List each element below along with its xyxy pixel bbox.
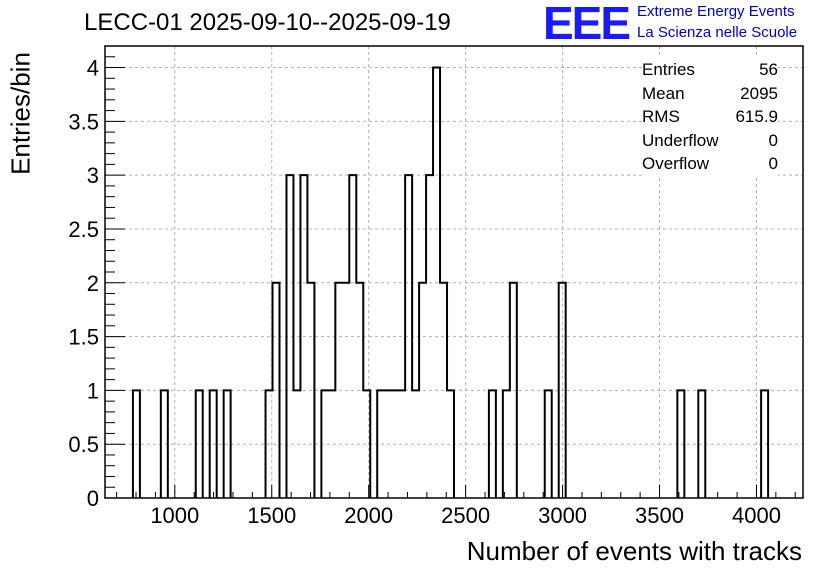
x-tick-labels: 1000 1500 2000 2500 3000 3500 4000 [150,503,781,528]
stats-row-rms: RMS 615.9 [642,105,778,129]
eee-logo: EEE [543,0,631,49]
mean-value: 2095 [740,83,778,103]
y-tick-label: 3.5 [68,109,99,134]
y-tick-label: 4 [87,56,99,81]
rms-value: 615.9 [735,107,778,126]
x-tick-label: 3000 [538,503,587,528]
entries-label: Entries [642,60,695,79]
overflow-label: Overflow [642,154,710,173]
y-tick-label: 0.5 [68,432,99,457]
stats-box: Entries 56 Mean 2095 RMS 615.9 Underflow… [642,58,778,176]
y-tick-label: 3 [87,163,99,188]
y-tick-label: 0 [87,486,99,511]
logo-line-2: La Scienza nelle Scuole [637,24,798,41]
y-tick-label: 1.5 [68,325,99,350]
stats-row-overflow: Overflow 0 [642,152,778,176]
x-axis-label: Number of events with tracks [466,536,802,566]
logo-line-1: Extreme Energy Events [637,3,795,20]
x-tick-label: 3500 [635,503,684,528]
underflow-label: Underflow [642,130,719,150]
x-tick-label: 2000 [344,503,393,528]
entries-value: 56 [759,60,778,79]
rms-label: RMS [642,107,680,126]
stats-row-underflow: Underflow 0 [642,129,778,153]
x-tick-label: 1000 [150,503,199,528]
y-axis-label: Entries/bin [5,52,36,175]
x-tick-label: 4000 [732,503,781,528]
x-tick-label: 2500 [441,503,490,528]
mean-label: Mean [642,83,685,103]
overflow-value: 0 [768,154,778,173]
y-tick-labels: 0 0.5 1 1.5 2 2.5 3 3.5 4 [68,56,99,511]
axis-ticks [105,45,796,499]
y-tick-label: 2 [87,271,99,296]
stats-row-entries: Entries 56 [642,58,778,82]
x-tick-label: 1500 [247,503,296,528]
underflow-value: 0 [768,130,778,150]
y-tick-label: 1 [87,378,99,403]
chart-title: LECC-01 2025-09-10--2025-09-19 [84,9,451,36]
y-tick-label: 2.5 [68,217,99,242]
stats-row-mean: Mean 2095 [642,82,778,106]
histogram-outline [131,66,770,498]
